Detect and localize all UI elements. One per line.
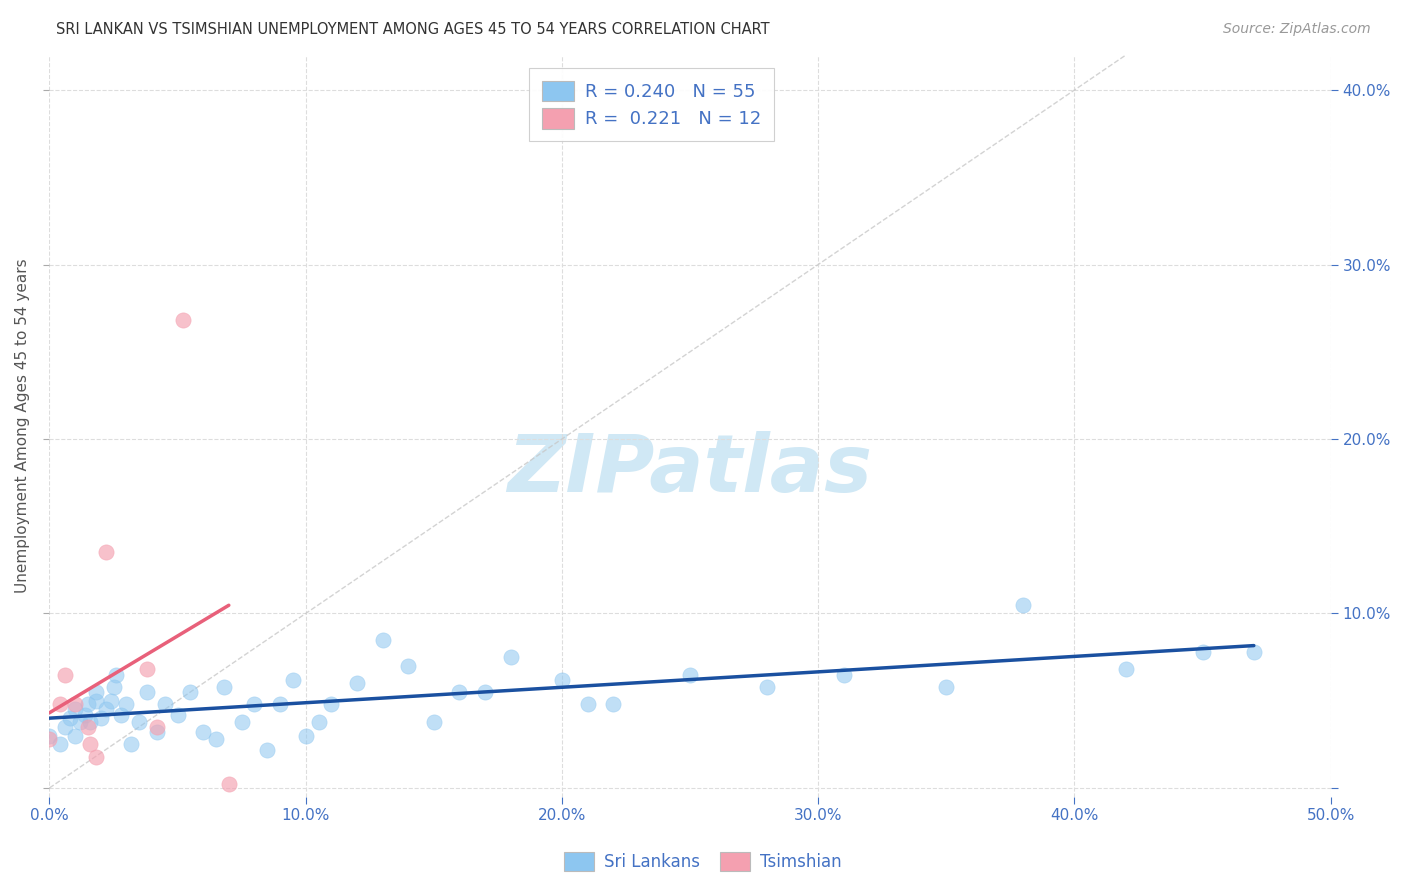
Point bbox=[63, 697, 86, 711]
Point bbox=[449, 685, 471, 699]
Point bbox=[59, 711, 82, 725]
Point bbox=[256, 742, 278, 756]
Point bbox=[38, 729, 60, 743]
Point bbox=[79, 714, 101, 729]
Text: ZIPatlas: ZIPatlas bbox=[508, 432, 873, 509]
Point bbox=[63, 729, 86, 743]
Point bbox=[110, 707, 132, 722]
Point bbox=[128, 714, 150, 729]
Point bbox=[294, 729, 316, 743]
Point bbox=[423, 714, 446, 729]
Point bbox=[243, 697, 266, 711]
Point bbox=[346, 676, 368, 690]
Point bbox=[602, 697, 624, 711]
Point bbox=[84, 749, 107, 764]
Point bbox=[115, 697, 138, 711]
Point bbox=[69, 714, 91, 729]
Point bbox=[153, 697, 176, 711]
Text: SRI LANKAN VS TSIMSHIAN UNEMPLOYMENT AMONG AGES 45 TO 54 YEARS CORRELATION CHART: SRI LANKAN VS TSIMSHIAN UNEMPLOYMENT AMO… bbox=[56, 22, 770, 37]
Point bbox=[90, 711, 112, 725]
Point bbox=[1115, 662, 1137, 676]
Point bbox=[94, 702, 117, 716]
Point bbox=[218, 777, 240, 791]
Point bbox=[94, 545, 117, 559]
Point bbox=[75, 707, 97, 722]
Point bbox=[38, 732, 60, 747]
Point bbox=[100, 694, 122, 708]
Point bbox=[755, 680, 778, 694]
Point bbox=[146, 720, 169, 734]
Point bbox=[53, 667, 76, 681]
Point bbox=[832, 667, 855, 681]
Point bbox=[166, 707, 188, 722]
Point bbox=[135, 662, 157, 676]
Point bbox=[212, 680, 235, 694]
Y-axis label: Unemployment Among Ages 45 to 54 years: Unemployment Among Ages 45 to 54 years bbox=[15, 259, 30, 593]
Point bbox=[1191, 645, 1213, 659]
Point bbox=[551, 673, 574, 687]
Legend: Sri Lankans, Tsimshian: Sri Lankans, Tsimshian bbox=[555, 843, 851, 880]
Point bbox=[77, 697, 100, 711]
Point bbox=[103, 680, 125, 694]
Point bbox=[135, 685, 157, 699]
Point bbox=[474, 685, 496, 699]
Point bbox=[84, 694, 107, 708]
Point bbox=[63, 702, 86, 716]
Text: Source: ZipAtlas.com: Source: ZipAtlas.com bbox=[1223, 22, 1371, 37]
Point bbox=[105, 667, 128, 681]
Point bbox=[146, 725, 169, 739]
Point bbox=[53, 720, 76, 734]
Point bbox=[308, 714, 330, 729]
Point bbox=[193, 725, 215, 739]
Point bbox=[231, 714, 253, 729]
Point bbox=[935, 680, 957, 694]
Point bbox=[48, 737, 70, 751]
Point bbox=[281, 673, 304, 687]
Point bbox=[371, 632, 394, 647]
Legend: R = 0.240   N = 55, R =  0.221   N = 12: R = 0.240 N = 55, R = 0.221 N = 12 bbox=[529, 68, 775, 141]
Point bbox=[120, 737, 142, 751]
Point bbox=[499, 650, 522, 665]
Point bbox=[179, 685, 201, 699]
Point bbox=[205, 732, 228, 747]
Point bbox=[321, 697, 343, 711]
Point bbox=[79, 737, 101, 751]
Point bbox=[1243, 645, 1265, 659]
Point bbox=[679, 667, 702, 681]
Point bbox=[1012, 598, 1035, 612]
Point bbox=[396, 658, 419, 673]
Point bbox=[576, 697, 599, 711]
Point bbox=[269, 697, 291, 711]
Point bbox=[48, 697, 70, 711]
Point bbox=[172, 313, 194, 327]
Point bbox=[84, 685, 107, 699]
Point bbox=[77, 720, 100, 734]
